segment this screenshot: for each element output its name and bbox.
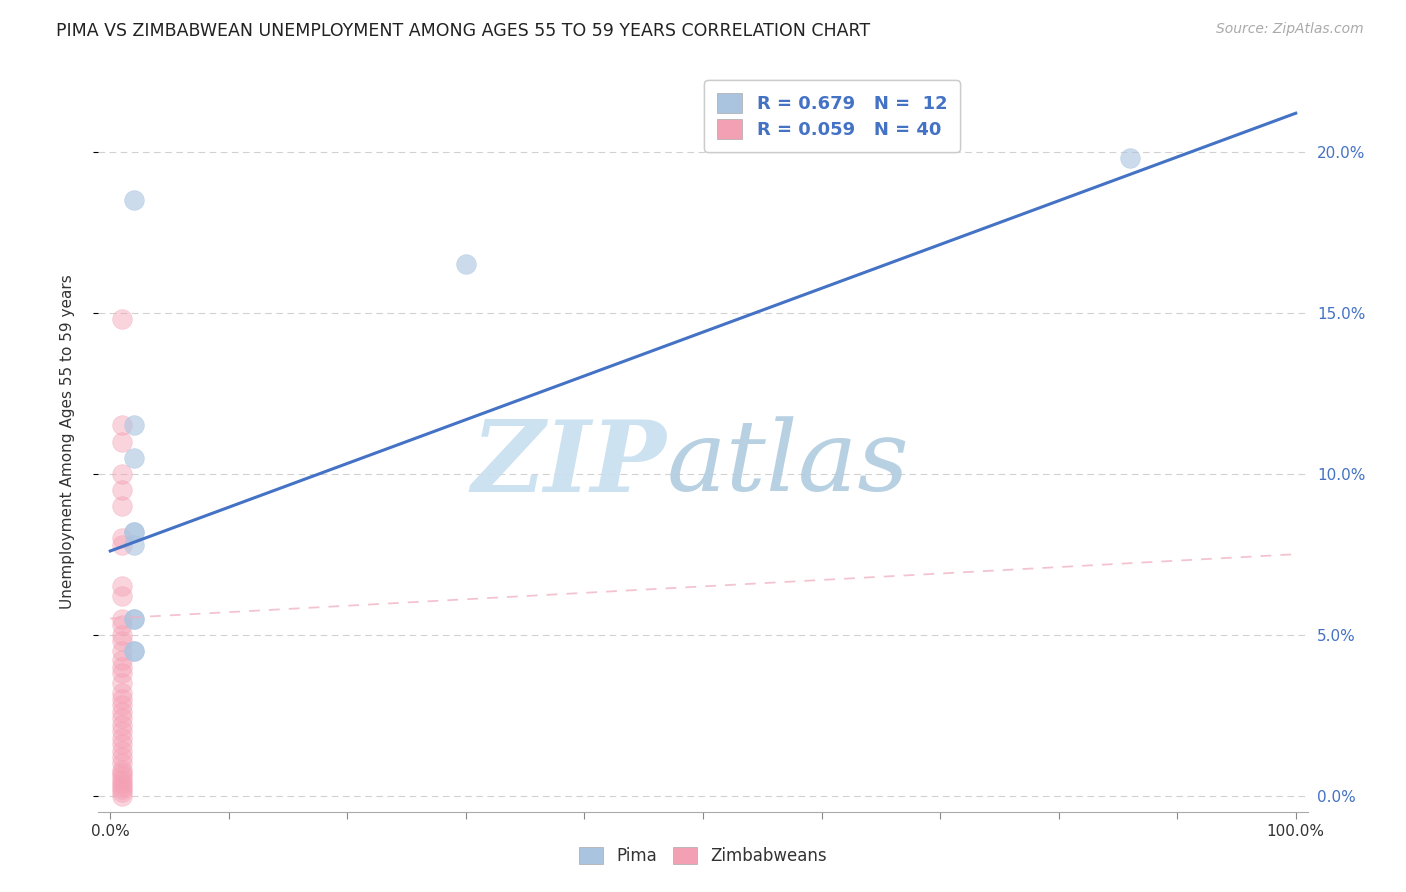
Point [111,789,134,803]
Point [111,685,134,699]
Point [122,611,145,625]
Point [111,531,134,545]
Text: PIMA VS ZIMBABWEAN UNEMPLOYMENT AMONG AGES 55 TO 59 YEARS CORRELATION CHART: PIMA VS ZIMBABWEAN UNEMPLOYMENT AMONG AG… [56,22,870,40]
Point [122,644,145,658]
Point [111,499,134,513]
Point [111,644,134,658]
Point [111,750,134,764]
Legend: R = 0.679   N =  12, R = 0.059   N = 40: R = 0.679 N = 12, R = 0.059 N = 40 [704,80,960,152]
Point [111,589,134,603]
Point [111,785,134,799]
Point [122,537,145,551]
Point [111,628,134,642]
Point [111,766,134,780]
Text: Source: ZipAtlas.com: Source: ZipAtlas.com [1216,22,1364,37]
Point [111,467,134,481]
Point [111,418,134,433]
Point [111,692,134,706]
Point [111,666,134,681]
Point [111,312,134,326]
Point [111,676,134,690]
Point [1119,151,1142,165]
Point [111,611,134,625]
Point [111,737,134,751]
Point [111,537,134,551]
Point [122,611,145,625]
Point [111,434,134,449]
Legend: Pima, Zimbabweans: Pima, Zimbabweans [569,837,837,875]
Point [111,769,134,783]
Point [111,724,134,739]
Point [111,776,134,790]
Point [122,193,145,207]
Point [122,418,145,433]
Point [111,711,134,725]
Point [111,731,134,745]
Point [122,450,145,465]
Point [111,579,134,593]
Text: ZIP: ZIP [472,416,666,512]
Point [111,705,134,719]
Point [111,718,134,732]
Point [122,524,145,539]
Text: atlas: atlas [666,416,910,511]
Point [111,772,134,787]
Point [111,618,134,632]
Point [111,634,134,648]
Y-axis label: Unemployment Among Ages 55 to 59 years: Unemployment Among Ages 55 to 59 years [60,274,75,609]
Point [111,779,134,793]
Point [122,644,145,658]
Point [111,756,134,771]
Point [111,660,134,674]
Point [111,743,134,757]
Point [111,698,134,713]
Point [111,483,134,497]
Point [122,524,145,539]
Point [111,763,134,777]
Point [111,653,134,667]
Point [111,782,134,797]
Point [454,258,477,272]
